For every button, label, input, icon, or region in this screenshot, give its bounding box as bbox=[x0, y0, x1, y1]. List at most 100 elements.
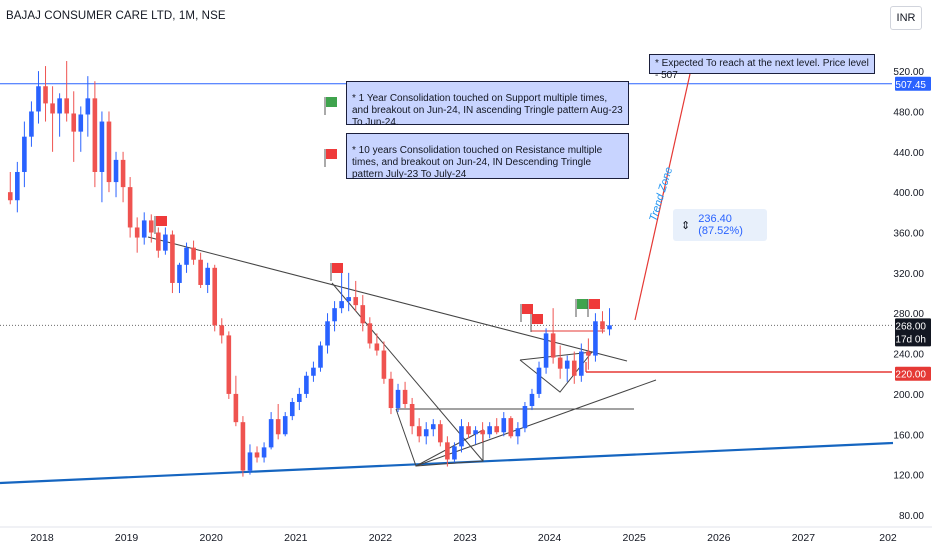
candle bbox=[423, 422, 429, 445]
candle bbox=[191, 240, 196, 265]
price-label-last: 268.00 17d 0h bbox=[895, 318, 931, 347]
candle bbox=[29, 101, 34, 147]
candle bbox=[529, 388, 535, 411]
candle bbox=[120, 151, 126, 203]
x-tick-label: 2018 bbox=[30, 532, 54, 544]
candle-body bbox=[141, 220, 147, 238]
candle bbox=[318, 341, 323, 372]
candle-body bbox=[586, 351, 591, 356]
candle bbox=[543, 328, 549, 374]
candle bbox=[261, 442, 267, 463]
candle-body bbox=[240, 422, 246, 471]
candle-body bbox=[381, 350, 387, 379]
candle bbox=[113, 151, 119, 198]
candle bbox=[289, 397, 295, 421]
candle bbox=[353, 280, 359, 312]
candle bbox=[205, 262, 210, 294]
candle bbox=[445, 436, 450, 467]
price-label-hline: 507.45 bbox=[895, 76, 931, 91]
price-label-bg bbox=[895, 366, 931, 381]
note-resistance-consolidation[interactable]: * 10 years Consolidation touched on Resi… bbox=[346, 133, 629, 180]
x-tick-label: 2025 bbox=[623, 532, 647, 544]
candle bbox=[557, 345, 563, 379]
note-support-consolidation[interactable]: * 1 Year Consolidation touched on Suppor… bbox=[346, 81, 629, 128]
candle bbox=[198, 252, 203, 288]
candle bbox=[57, 93, 62, 137]
candle bbox=[339, 267, 344, 314]
price-label-text: 268.00 bbox=[895, 321, 926, 332]
x-tick-label: 2023 bbox=[453, 532, 477, 544]
candle bbox=[22, 121, 27, 188]
candle-body bbox=[99, 121, 105, 172]
candle-body bbox=[593, 321, 598, 356]
candle-body bbox=[7, 192, 13, 201]
candle-body bbox=[71, 113, 77, 132]
candle bbox=[536, 361, 542, 398]
candle-body bbox=[367, 323, 373, 344]
candle-body bbox=[177, 264, 182, 283]
candle-body bbox=[508, 418, 514, 437]
candle bbox=[85, 76, 91, 137]
decline-trendline bbox=[331, 282, 484, 462]
candle bbox=[402, 381, 408, 409]
flag-red-icon bbox=[587, 299, 600, 317]
trend-zone-line bbox=[634, 73, 691, 321]
candle-body bbox=[318, 345, 323, 368]
candle bbox=[170, 230, 175, 294]
candle-body bbox=[452, 446, 457, 460]
price-range-measure[interactable]: ⇕ 236.40 (87.52%) bbox=[673, 209, 767, 241]
legend-flag-green-icon bbox=[324, 97, 337, 115]
candle-body bbox=[92, 98, 98, 172]
flag-cloth bbox=[326, 97, 337, 107]
candle-body bbox=[106, 121, 112, 183]
price-label-text: 507.45 bbox=[895, 80, 926, 91]
candle-body bbox=[134, 227, 140, 238]
price-range-label: 236.40 (87.52%) bbox=[698, 213, 743, 237]
candle-body bbox=[219, 325, 225, 336]
candle bbox=[297, 387, 302, 411]
candle bbox=[607, 308, 612, 336]
candle-body bbox=[501, 418, 507, 433]
candle-body bbox=[113, 159, 119, 183]
x-tick-label: 202 bbox=[879, 532, 897, 544]
candle-body bbox=[494, 426, 500, 433]
candle bbox=[36, 71, 41, 124]
candle-body bbox=[22, 136, 27, 172]
candle-body bbox=[423, 429, 429, 437]
candle-body bbox=[233, 393, 239, 423]
flag-cloth bbox=[522, 304, 533, 314]
candle bbox=[430, 419, 436, 437]
candle-body bbox=[212, 267, 218, 326]
candle bbox=[15, 161, 20, 213]
candle bbox=[332, 301, 337, 332]
candle bbox=[515, 422, 521, 445]
candle bbox=[367, 317, 373, 349]
candle bbox=[156, 227, 161, 258]
candle-body bbox=[550, 333, 556, 358]
candle-body bbox=[184, 247, 189, 265]
currency-button[interactable]: INR bbox=[890, 6, 922, 30]
x-tick-label: 2021 bbox=[284, 532, 308, 544]
candle-body bbox=[282, 416, 288, 435]
candle bbox=[416, 418, 422, 443]
candle bbox=[7, 171, 13, 205]
candle bbox=[163, 227, 168, 255]
note-target-level[interactable]: * Expected To reach at the next level. P… bbox=[649, 54, 875, 81]
y-tick-label: 80.00 bbox=[899, 511, 924, 522]
candle bbox=[466, 422, 471, 439]
flag-red-icon bbox=[330, 263, 343, 281]
y-tick-label: 360.00 bbox=[893, 229, 924, 240]
candle-body bbox=[564, 360, 570, 369]
candle bbox=[388, 371, 394, 415]
candle-body bbox=[353, 297, 359, 306]
chart-title: BAJAJ CONSUMER CARE LTD, 1M, NSE bbox=[6, 10, 226, 22]
candle bbox=[522, 401, 528, 433]
candle-body bbox=[395, 389, 401, 409]
candle bbox=[212, 264, 218, 332]
candle-body bbox=[600, 321, 605, 330]
candle bbox=[487, 422, 492, 439]
candle bbox=[473, 426, 478, 445]
candle-body bbox=[430, 424, 436, 430]
